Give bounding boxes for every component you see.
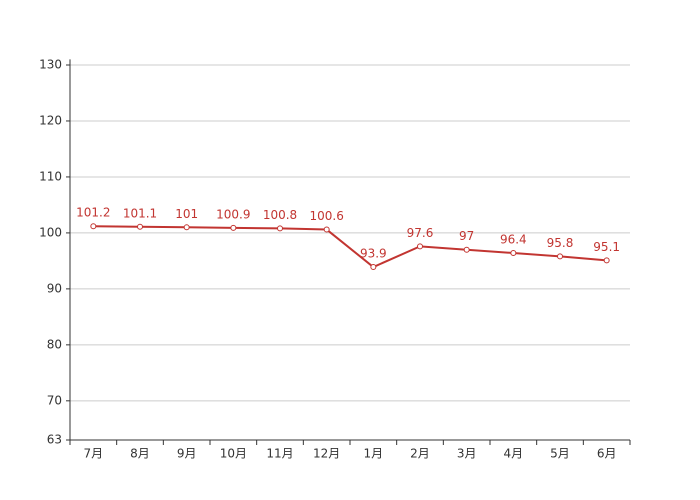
x-tick-label: 12月	[313, 447, 340, 461]
y-tick-label: 130	[39, 57, 62, 71]
point	[463, 246, 470, 253]
point	[90, 223, 97, 230]
x-tick-label: 2月	[410, 447, 430, 461]
data-label: 100.6	[309, 209, 343, 223]
y-tick-label: 120	[39, 113, 62, 127]
x-tick-label: 3月	[457, 447, 477, 461]
point	[183, 224, 190, 231]
y-tick-label: 90	[47, 281, 62, 295]
y-tick-label: 70	[47, 393, 62, 407]
x-tick-label: 7月	[84, 447, 104, 461]
point	[603, 257, 610, 264]
y-tick-label: 80	[47, 337, 62, 351]
data-label: 96.4	[500, 233, 527, 247]
data-label: 101.1	[123, 206, 157, 220]
x-tick-label: 10月	[220, 447, 247, 461]
data-label: 100.9	[216, 207, 250, 221]
data-label: 95.1	[593, 240, 620, 254]
y-tick-label: 100	[39, 225, 62, 239]
point	[510, 250, 517, 257]
x-tick-label: 4月	[504, 447, 524, 461]
point	[323, 226, 330, 233]
point	[557, 253, 563, 260]
point	[370, 264, 377, 271]
data-label: 101	[175, 207, 198, 221]
x-tick-label: 5月	[550, 447, 570, 461]
x-tick-label: 6月	[597, 447, 617, 461]
point	[137, 223, 143, 230]
data-label: 100.8	[263, 208, 297, 222]
x-tick-label: 8月	[130, 447, 150, 461]
data-label: 95.8	[547, 236, 574, 250]
data-label: 93.9	[360, 247, 387, 261]
y-tick-label: 63	[47, 433, 62, 447]
y-tick-label: 110	[39, 169, 62, 183]
point	[417, 243, 423, 250]
x-tick-label: 9月	[177, 447, 197, 461]
x-tick-label: 11月	[266, 447, 293, 461]
data-label: 97.6	[407, 226, 434, 240]
point	[277, 225, 283, 232]
data-label: 101.2	[76, 206, 110, 220]
point	[230, 224, 237, 231]
data-label: 97	[459, 229, 474, 243]
x-tick-label: 1月	[364, 447, 384, 461]
line	[93, 225, 607, 269]
